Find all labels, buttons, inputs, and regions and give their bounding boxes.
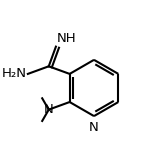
Text: N: N bbox=[89, 121, 99, 134]
Text: H₂N: H₂N bbox=[2, 67, 27, 80]
Text: NH: NH bbox=[57, 32, 77, 45]
Text: N: N bbox=[44, 103, 54, 116]
